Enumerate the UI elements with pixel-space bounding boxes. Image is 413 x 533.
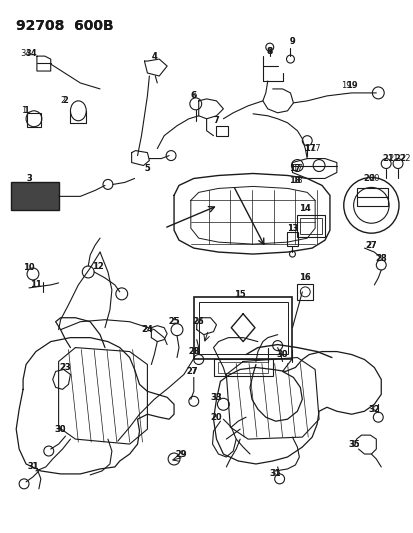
Text: 19: 19 — [340, 82, 351, 91]
Text: 30: 30 — [276, 350, 287, 359]
Bar — [216, 126, 228, 136]
Text: 10: 10 — [24, 263, 34, 272]
Text: 3: 3 — [26, 174, 32, 183]
Text: 20: 20 — [363, 174, 374, 183]
Text: 23: 23 — [60, 363, 71, 372]
Text: 28: 28 — [375, 254, 386, 263]
Text: 27: 27 — [186, 367, 197, 376]
Text: 12: 12 — [93, 262, 103, 271]
Bar — [198, 302, 287, 353]
Text: 31: 31 — [28, 463, 38, 472]
Text: 20: 20 — [368, 174, 379, 183]
Bar — [193, 297, 292, 359]
Text: 14: 14 — [299, 204, 310, 213]
Text: 92708  600B: 92708 600B — [16, 19, 114, 33]
Text: 24: 24 — [141, 325, 153, 334]
Text: 13: 13 — [287, 224, 297, 233]
Text: 11: 11 — [30, 280, 42, 289]
Text: 1: 1 — [23, 106, 29, 115]
Bar — [286, 232, 298, 246]
Text: 35: 35 — [348, 440, 360, 449]
Text: 32: 32 — [368, 405, 379, 414]
Text: 16: 16 — [299, 273, 310, 282]
Text: 20: 20 — [210, 413, 222, 422]
Text: 27: 27 — [365, 240, 376, 249]
Text: 92708  600B: 92708 600B — [16, 19, 114, 33]
Text: 6: 6 — [191, 91, 196, 100]
Text: 27: 27 — [365, 240, 376, 249]
Bar — [297, 284, 312, 300]
Text: 8: 8 — [266, 46, 272, 55]
Text: 32: 32 — [368, 405, 379, 414]
Text: 9: 9 — [289, 37, 294, 46]
Text: 3: 3 — [26, 174, 32, 183]
Text: 20: 20 — [211, 413, 221, 422]
Text: 4: 4 — [151, 52, 157, 61]
Text: 5: 5 — [144, 164, 150, 173]
Text: 21: 21 — [381, 154, 393, 163]
Text: 21: 21 — [387, 154, 398, 163]
Text: 14: 14 — [299, 204, 311, 213]
Text: 26: 26 — [193, 317, 204, 326]
Text: 2: 2 — [60, 96, 65, 106]
Text: 28: 28 — [188, 347, 199, 356]
Text: 28: 28 — [188, 347, 199, 356]
Text: 2: 2 — [62, 96, 68, 106]
Text: 25: 25 — [168, 317, 180, 326]
Text: 25: 25 — [169, 317, 179, 326]
Text: 23: 23 — [59, 363, 71, 372]
Bar — [11, 182, 59, 211]
Text: 22: 22 — [393, 154, 405, 163]
Text: 6: 6 — [190, 91, 196, 100]
Text: 17: 17 — [309, 144, 320, 153]
Text: 5: 5 — [145, 164, 150, 173]
Text: 7: 7 — [213, 116, 219, 125]
Text: 33: 33 — [210, 393, 222, 402]
Text: 31: 31 — [269, 470, 281, 479]
Bar — [356, 188, 387, 206]
Text: 30: 30 — [55, 425, 66, 434]
Text: 31: 31 — [27, 463, 39, 472]
Text: 28: 28 — [375, 254, 386, 263]
Bar — [297, 215, 324, 237]
Text: 26: 26 — [192, 317, 204, 326]
Bar — [218, 361, 267, 374]
Text: 31: 31 — [270, 470, 280, 479]
Text: 29: 29 — [175, 449, 186, 458]
Text: 13: 13 — [286, 224, 297, 233]
Text: 33: 33 — [211, 393, 221, 402]
Text: 15: 15 — [234, 290, 245, 300]
Bar — [299, 218, 321, 234]
Text: 17: 17 — [304, 144, 315, 153]
Text: 9: 9 — [289, 37, 294, 46]
Text: 8: 8 — [266, 46, 272, 55]
Text: 4: 4 — [151, 52, 157, 61]
Text: 19: 19 — [345, 82, 356, 91]
Text: 12: 12 — [92, 262, 104, 271]
Text: 11: 11 — [31, 280, 41, 289]
Text: 24: 24 — [142, 325, 152, 334]
Bar — [213, 359, 272, 376]
Text: 18: 18 — [288, 176, 299, 185]
Text: 18: 18 — [292, 176, 302, 185]
Text: 1: 1 — [21, 106, 26, 115]
Text: 17: 17 — [288, 164, 299, 173]
Text: 15: 15 — [234, 290, 245, 300]
Text: 17: 17 — [292, 164, 302, 173]
Text: 35: 35 — [349, 440, 359, 449]
Text: 30: 30 — [55, 425, 66, 434]
Text: 29: 29 — [175, 449, 186, 458]
Text: 10: 10 — [23, 263, 35, 272]
Text: 27: 27 — [185, 367, 197, 376]
Text: 34: 34 — [25, 49, 37, 58]
Text: 16: 16 — [299, 273, 311, 282]
Text: 7: 7 — [213, 116, 218, 125]
Bar — [27, 113, 41, 127]
Text: 22: 22 — [399, 154, 410, 163]
Text: 30: 30 — [277, 350, 287, 359]
Text: 34: 34 — [20, 49, 31, 58]
